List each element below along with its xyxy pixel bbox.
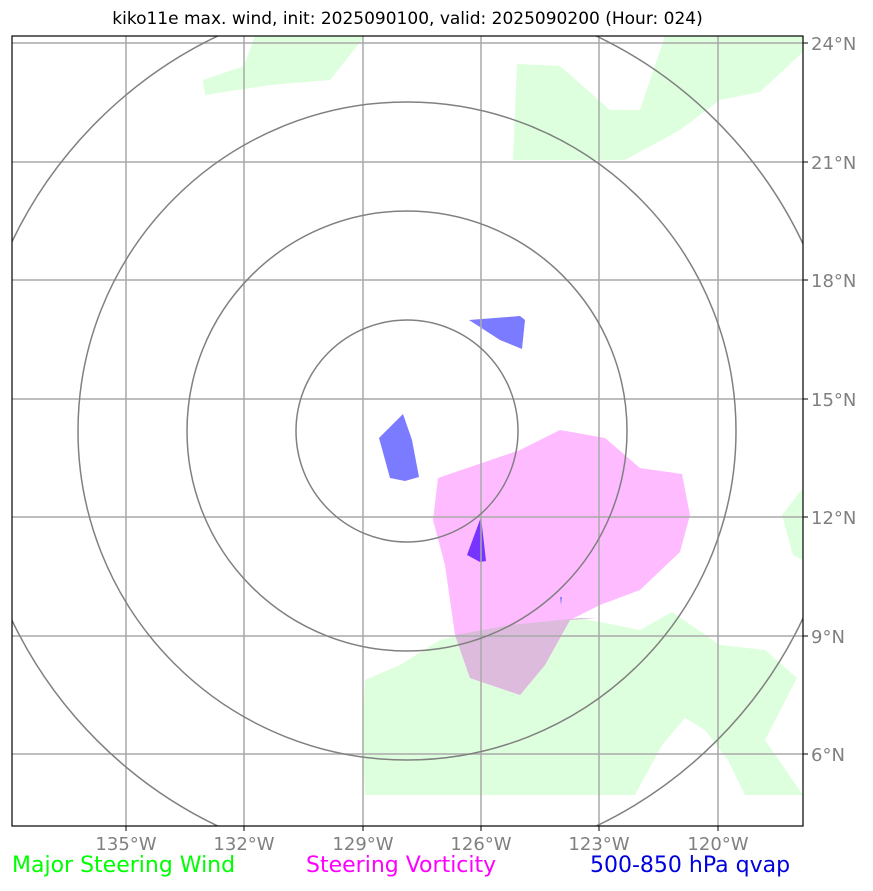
lon-labels: 135°W 132°W 129°W 126°W 123°W 120°W (95, 834, 748, 855)
steering-wind-area (513, 36, 803, 160)
steering-wind-area (782, 488, 803, 560)
lon-label: 123°W (568, 834, 629, 855)
lat-label: 9°N (811, 627, 845, 648)
plot-frame (11, 35, 804, 827)
lon-label: 135°W (95, 834, 156, 855)
lon-label: 129°W (332, 834, 393, 855)
qvap-area (560, 597, 562, 605)
lat-labels: 24°N 21°N 18°N 15°N 12°N 9°N 6°N (811, 34, 856, 766)
legend-steering-vorticity: Steering Vorticity (306, 853, 497, 878)
steering-wind-area (203, 36, 365, 95)
map-title: kiko11e max. wind, init: 2025090100, val… (112, 9, 703, 29)
legend-qvap: 500-850 hPa qvap (590, 853, 791, 878)
lat-label: 18°N (811, 271, 856, 292)
map-grid (12, 36, 803, 826)
qvap-area (469, 316, 525, 349)
range-ring (295, 319, 519, 543)
lon-label: 132°W (213, 834, 274, 855)
lat-label: 6°N (811, 745, 845, 766)
lon-label: 126°W (450, 834, 511, 855)
range-ring (77, 101, 737, 761)
range-ring (186, 210, 628, 652)
lat-label: 21°N (811, 153, 856, 174)
lat-label: 15°N (811, 390, 856, 411)
steering-wind-area (362, 612, 803, 795)
lon-label: 120°W (687, 834, 748, 855)
lat-label: 12°N (811, 508, 856, 529)
lat-label: 24°N (811, 34, 856, 55)
vorticity-wind-overlap (455, 618, 597, 695)
tick-marks (125, 42, 808, 831)
range-rings (12, 36, 803, 826)
legend-steering-wind: Major Steering Wind (12, 853, 236, 878)
qvap-area (379, 414, 419, 481)
